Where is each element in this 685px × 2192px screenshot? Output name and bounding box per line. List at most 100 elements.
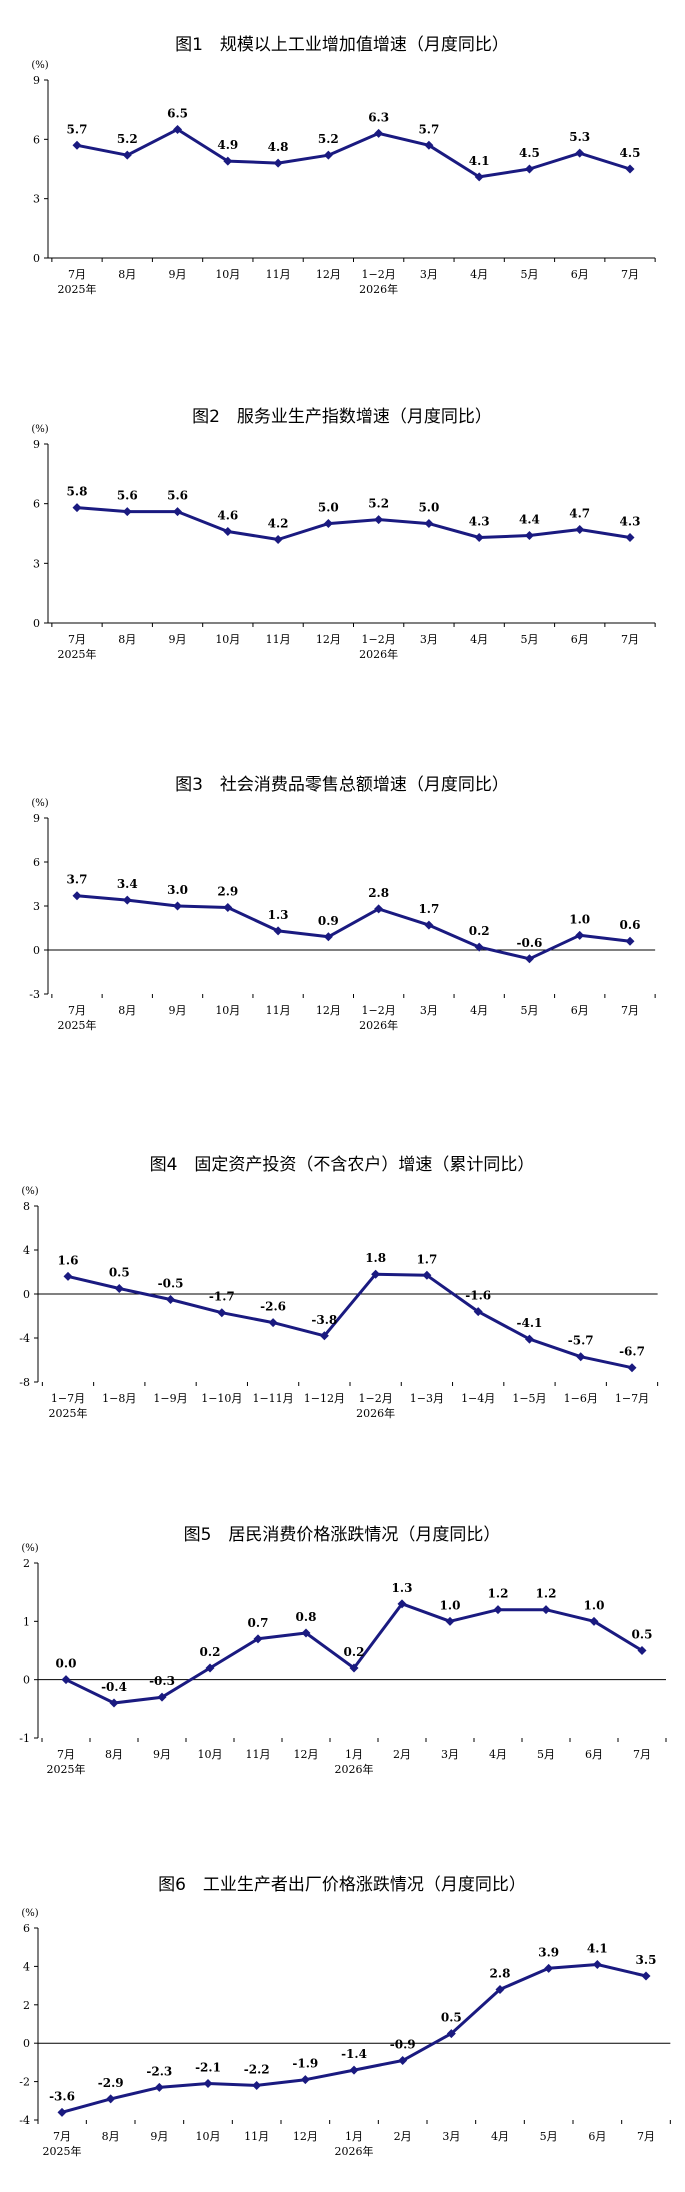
x-tick-label: 7月 bbox=[68, 1004, 86, 1017]
data-label: 4.6 bbox=[217, 509, 238, 523]
x-tick-label: 4月 bbox=[470, 1004, 488, 1017]
data-label: 1.2 bbox=[488, 1587, 509, 1601]
data-label: 1.3 bbox=[268, 908, 289, 922]
data-label: -6.7 bbox=[619, 1345, 645, 1359]
data-point bbox=[157, 1692, 167, 1702]
y-tick-label: 0 bbox=[23, 1288, 30, 1301]
chart-title: 图3 社会消费品零售总额增速（月度同比） bbox=[175, 775, 509, 795]
x-tick-label: 11月 bbox=[244, 2130, 269, 2143]
x-tick-label: 3月 bbox=[420, 1004, 438, 1017]
data-label: 0.2 bbox=[344, 1645, 365, 1659]
y-unit-label: (%) bbox=[21, 1543, 38, 1554]
x-tick-label: 2月 bbox=[394, 2130, 412, 2143]
data-point bbox=[173, 124, 183, 134]
data-label: 3.0 bbox=[167, 883, 188, 897]
x-tick-label: 7月 bbox=[637, 2130, 655, 2143]
data-point bbox=[424, 140, 434, 150]
x-tick-label: 12月 bbox=[316, 1004, 341, 1017]
data-label: 4.7 bbox=[569, 507, 590, 521]
data-label: 2.8 bbox=[368, 886, 389, 900]
y-tick-label: 0 bbox=[23, 2037, 30, 2050]
x-tick-label: 7月 bbox=[57, 1748, 75, 1761]
x-tick-label: 1−2月 bbox=[362, 268, 396, 281]
data-point bbox=[273, 158, 283, 168]
x-tick-label: 10月 bbox=[196, 2130, 221, 2143]
data-label: -0.9 bbox=[390, 2037, 416, 2051]
x-tick-label: 9月 bbox=[169, 1004, 187, 1017]
data-point bbox=[173, 507, 183, 517]
data-point bbox=[252, 2080, 262, 2090]
series-line bbox=[76, 894, 631, 961]
x-tick-label: 3月 bbox=[441, 1748, 459, 1761]
x-tick-label: 9月 bbox=[169, 633, 187, 646]
data-label: -0.5 bbox=[158, 1277, 184, 1291]
y-tick-label: -4 bbox=[19, 1332, 30, 1345]
y-unit-label: (%) bbox=[21, 1186, 38, 1197]
chart-title: 图6 工业生产者出厂价格涨跌情况（月度同比） bbox=[158, 1875, 526, 1895]
data-label: 1.0 bbox=[584, 1598, 605, 1612]
y-tick-label: 2 bbox=[23, 1557, 30, 1570]
y-tick-label: 3 bbox=[33, 557, 40, 570]
data-label: 4.9 bbox=[217, 138, 238, 152]
y-tick-label: 0 bbox=[33, 944, 40, 957]
data-point bbox=[627, 1363, 637, 1373]
x-tick-label: 1−5月 bbox=[512, 1392, 546, 1405]
data-point bbox=[217, 1308, 227, 1318]
data-point bbox=[524, 164, 534, 174]
y-tick-label: 6 bbox=[33, 498, 40, 511]
data-point bbox=[63, 1271, 73, 1281]
y-tick-label: 9 bbox=[33, 74, 40, 87]
data-label: -1.7 bbox=[209, 1290, 235, 1304]
data-point bbox=[205, 1663, 215, 1673]
data-point bbox=[524, 530, 534, 540]
y-tick-label: 3 bbox=[33, 193, 40, 206]
data-label: 1.0 bbox=[440, 1598, 461, 1612]
data-label: 5.6 bbox=[167, 489, 188, 503]
x-tick-label: 1−9月 bbox=[153, 1392, 187, 1405]
data-label: 4.1 bbox=[587, 1941, 608, 1955]
y-unit-label: (%) bbox=[21, 1908, 38, 1919]
data-point bbox=[374, 128, 384, 138]
y-tick-label: 1 bbox=[23, 1615, 30, 1628]
x-tick-label: 1−11月 bbox=[252, 1392, 293, 1405]
x-tick-label: 11月 bbox=[246, 1748, 271, 1761]
data-point bbox=[114, 1284, 124, 1293]
data-label: 4.3 bbox=[469, 514, 490, 528]
x-tick-label: 12月 bbox=[294, 1748, 319, 1761]
data-point bbox=[374, 904, 384, 914]
x-tick-label: 1−7月 bbox=[615, 1392, 649, 1405]
x-tick-label: 8月 bbox=[118, 268, 136, 281]
data-point bbox=[122, 150, 132, 160]
data-point bbox=[154, 2082, 164, 2092]
data-point bbox=[374, 515, 384, 525]
data-point bbox=[541, 1605, 551, 1615]
x-tick-label: 12月 bbox=[316, 268, 341, 281]
x-year-label: 2026年 bbox=[335, 2144, 374, 2158]
data-point bbox=[61, 1675, 71, 1685]
data-point bbox=[424, 920, 434, 930]
chart-title: 图4 固定资产投资（不含农户）增速（累计同比） bbox=[150, 1155, 535, 1175]
data-label: 3.5 bbox=[636, 1953, 657, 1967]
data-label: 0.6 bbox=[620, 918, 641, 932]
data-point bbox=[349, 1663, 359, 1673]
y-tick-label: 6 bbox=[23, 1922, 30, 1935]
data-label: 5.0 bbox=[318, 501, 339, 515]
x-tick-label: 12月 bbox=[293, 2130, 318, 2143]
data-label: -0.3 bbox=[149, 1674, 175, 1688]
data-label: 4.2 bbox=[268, 516, 289, 530]
x-tick-label: 4月 bbox=[489, 1748, 507, 1761]
data-point bbox=[223, 527, 233, 537]
data-label: 0.5 bbox=[632, 1628, 653, 1642]
x-tick-label: 6月 bbox=[571, 633, 589, 646]
data-point bbox=[301, 1628, 311, 1638]
data-label: 3.9 bbox=[538, 1945, 559, 1959]
x-year-label: 2025年 bbox=[47, 1762, 86, 1776]
x-tick-label: 5月 bbox=[520, 1004, 538, 1017]
data-label: 4.4 bbox=[519, 512, 540, 526]
y-unit-label: (%) bbox=[31, 60, 48, 71]
chart-4: 图4 固定资产投资（不含农户）增速（累计同比）(%)-8-40481−7月202… bbox=[19, 1155, 659, 1420]
x-tick-label: 9月 bbox=[153, 1748, 171, 1761]
